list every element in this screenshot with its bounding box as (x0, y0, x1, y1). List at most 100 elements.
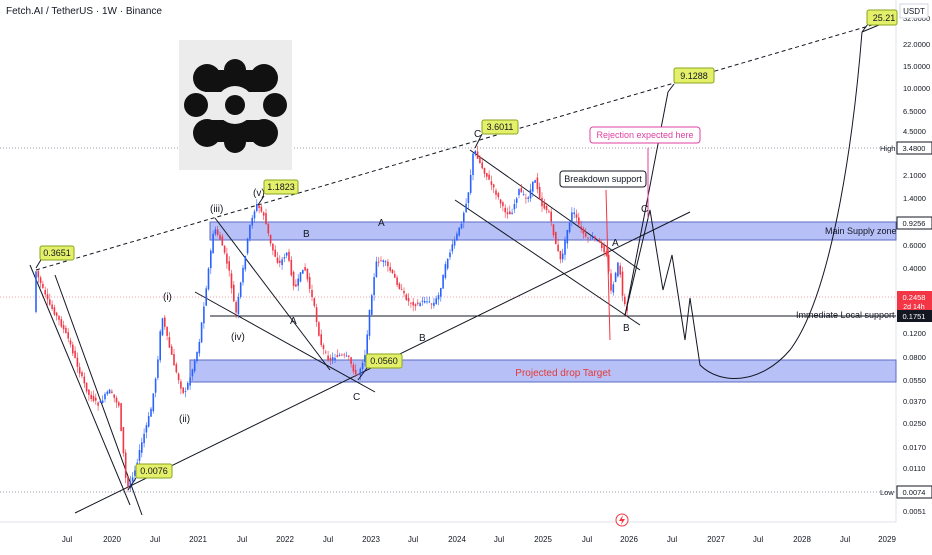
candle-body (511, 212, 513, 215)
candle-body (200, 322, 203, 343)
wave-label-i: (i) (163, 292, 172, 303)
price-label-value: 0.0074 (903, 488, 926, 497)
callout-3-6011[interactable]: 3.6011 (474, 119, 519, 149)
candle-body (76, 357, 79, 367)
candle-body (274, 249, 276, 257)
candle-body (143, 433, 145, 444)
candle-body (60, 319, 63, 327)
price-label-countdown: 2d 14h (903, 304, 925, 311)
candle-body (207, 268, 210, 290)
candle-body (453, 240, 456, 246)
price-tick-label: 1.4000 (903, 194, 926, 203)
candle-body (269, 234, 272, 244)
currency-unit: USDT (903, 7, 925, 16)
price-tick-label: 0.0170 (903, 443, 926, 452)
svg-text:Breakdown support: Breakdown support (564, 174, 642, 184)
candle-body (596, 240, 598, 242)
price-label-tag: 0.1751 (897, 310, 932, 322)
candle-body (221, 236, 224, 246)
candle-body (65, 327, 67, 334)
candle-body (173, 354, 175, 366)
candle-body (541, 197, 543, 207)
callout-1-1823[interactable]: 1.1823 (257, 179, 299, 206)
candle-body (205, 288, 207, 306)
candle-body (506, 212, 509, 215)
callout-0-0560[interactable]: 0.0560 (357, 353, 403, 381)
candle-body (334, 357, 336, 360)
callout-25-21[interactable]: 25.21 (861, 9, 898, 33)
candle-body (44, 290, 46, 295)
candle-body (580, 226, 582, 229)
candle-body (509, 211, 511, 215)
breakdown-marker (605, 189, 611, 341)
candle-body (398, 283, 401, 289)
time-tick-label: 2023 (362, 535, 380, 544)
candle-body (522, 194, 525, 195)
candle-body (594, 236, 596, 239)
wave-label-a1: A (290, 316, 297, 327)
candle-body (364, 355, 366, 362)
candle-body (258, 205, 260, 208)
candle-body (101, 400, 104, 403)
candle-body (435, 298, 437, 304)
candle-body (566, 230, 569, 244)
note-rejection-expected[interactable]: Rejection expected here (589, 126, 701, 144)
candle-body (495, 190, 497, 195)
candle-body (283, 257, 286, 259)
candle-body (267, 223, 270, 234)
candle-body (421, 300, 424, 302)
time-tick-label: Jul (323, 535, 333, 544)
candle-body (561, 253, 564, 260)
candle-body (417, 302, 419, 304)
candle-body (481, 162, 483, 169)
candle-body (513, 204, 516, 210)
candle-body (138, 450, 141, 461)
candle-body (302, 269, 304, 274)
callout-0-0076[interactable]: 0.0076 (127, 463, 173, 491)
channel-2021-upper (214, 217, 331, 371)
candle-body (175, 364, 178, 373)
candle-body (111, 391, 113, 393)
candle-body (449, 252, 451, 258)
candle-body (226, 253, 228, 264)
channel-2021-lower (194, 291, 376, 393)
main-supply-zone-label: Main Supply zone (825, 226, 897, 236)
candle-body (164, 317, 166, 327)
candle-body (120, 403, 122, 431)
candle-body (115, 397, 118, 403)
candle-body (467, 192, 470, 203)
candle-body (348, 355, 350, 357)
candle-body (605, 251, 608, 256)
candle-body (525, 197, 527, 199)
candle-body (619, 265, 621, 275)
candle-body (249, 224, 251, 239)
candle-body (396, 277, 398, 285)
candle-body (444, 264, 447, 278)
candle-body (69, 340, 72, 345)
candle-body (279, 260, 281, 263)
callout-0-3651[interactable]: 0.3651 (35, 245, 75, 269)
candle-body (104, 393, 106, 400)
candle-body (515, 198, 518, 203)
candle-body (338, 355, 341, 356)
lightning-icon[interactable] (615, 513, 629, 527)
candle-body (235, 302, 237, 313)
candle-body (502, 202, 504, 207)
candle-body (610, 273, 612, 291)
callout-9-1288[interactable]: 9.1288 (667, 67, 715, 93)
candle-body (626, 306, 628, 311)
time-tick-label: 2027 (707, 535, 725, 544)
note-breakdown-support[interactable]: Breakdown support (559, 170, 647, 188)
candle-body (124, 452, 127, 478)
wave-label-b1: B (303, 229, 310, 240)
candle-body (407, 298, 410, 302)
candle-body (437, 295, 440, 300)
wave-label-a2: A (378, 218, 385, 229)
currency-unit-box[interactable]: USDT (899, 3, 929, 19)
candle-body (95, 397, 97, 401)
candle-body (621, 271, 624, 296)
candle-body (55, 312, 58, 316)
time-tick-label: 2020 (103, 535, 121, 544)
